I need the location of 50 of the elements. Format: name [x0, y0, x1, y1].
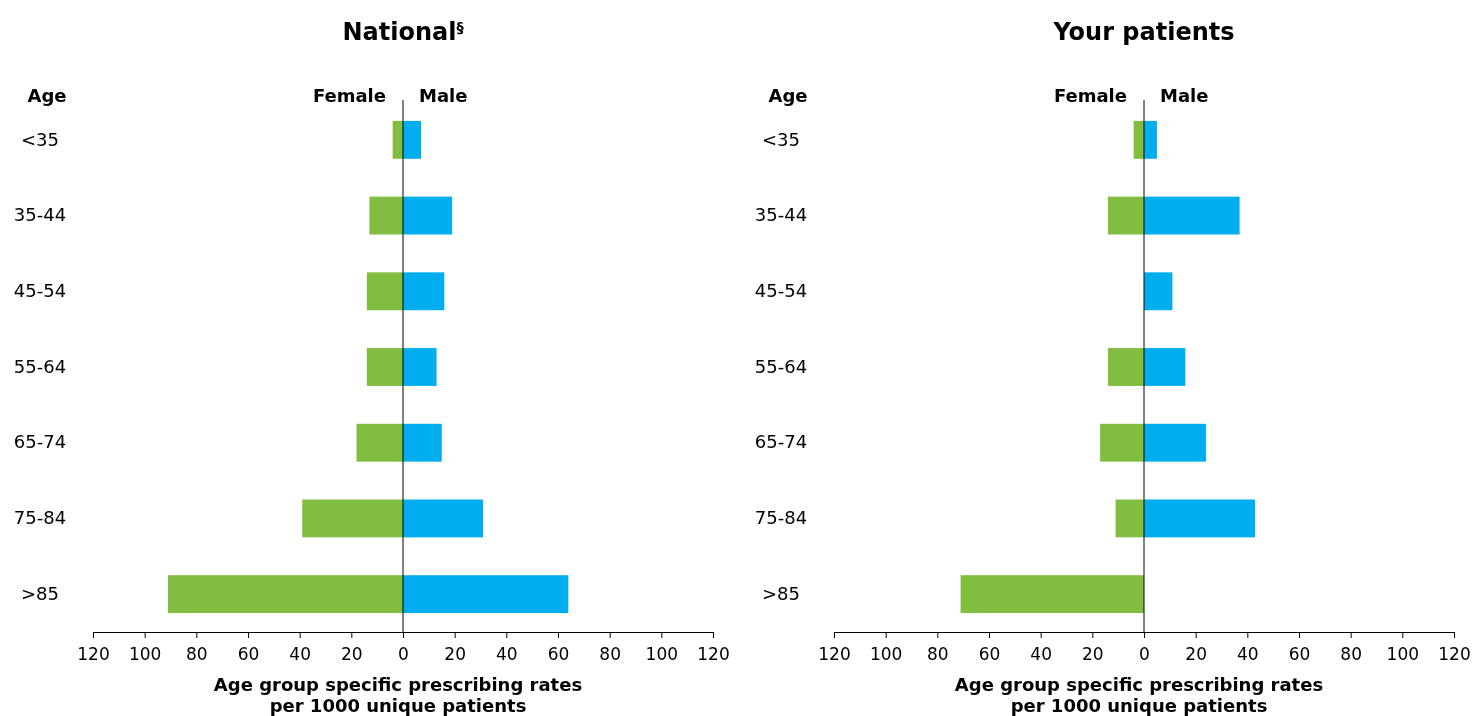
- x-tick-label: 20: [1185, 643, 1207, 664]
- x-tick-label: 20: [1082, 643, 1104, 664]
- x-tick-label: 120: [697, 643, 730, 664]
- x-tick-label: 100: [128, 643, 162, 664]
- y-tick-label: >85: [21, 582, 59, 604]
- x-tick-label: 20: [444, 643, 466, 664]
- y-tick-label: 55-64: [754, 355, 808, 377]
- chart-title: National$^{§}$: [342, 18, 465, 46]
- x-tick-label: 40: [1030, 643, 1052, 664]
- y-tick-label: 35-44: [754, 204, 808, 226]
- y-tick-label: <35: [21, 128, 59, 150]
- x-tick-label: 0: [1139, 643, 1150, 664]
- x-tick-label: 80: [927, 643, 949, 664]
- chart-title: Your patients: [1052, 18, 1235, 46]
- x-tick-label: 40: [496, 643, 518, 664]
- x-tick-label: 120: [1438, 643, 1471, 664]
- series-label: Male: [1160, 85, 1209, 106]
- y-tick-label: 75-84: [13, 507, 67, 529]
- series-label: Male: [419, 85, 468, 106]
- y-tick-label: 45-54: [754, 280, 808, 302]
- y-tick-label: 65-74: [13, 431, 67, 453]
- series-label: Female: [1053, 85, 1127, 106]
- x-tick-label: 120: [818, 643, 851, 664]
- y-tick-label: 45-54: [13, 280, 67, 302]
- y-tick-label: <35: [762, 128, 800, 150]
- x-tick-label: 100: [645, 643, 679, 664]
- y-axis-title: Age: [768, 85, 808, 106]
- y-axis-title: Age: [27, 85, 67, 106]
- x-axis-title: Age group specific prescribing rates per 1000 unique patients: [954, 674, 1324, 716]
- y-tick-label: 55-64: [13, 355, 67, 377]
- y-tick-label: 65-74: [754, 431, 808, 453]
- x-tick-label: 100: [1386, 643, 1420, 664]
- x-tick-label: 100: [869, 643, 903, 664]
- y-tick-label: 35-44: [13, 204, 67, 226]
- x-tick-label: 60: [978, 643, 1001, 664]
- x-tick-label: 80: [599, 643, 621, 664]
- x-tick-label: 120: [77, 643, 110, 664]
- x-tick-label: 80: [1340, 643, 1362, 664]
- x-tick-label: 20: [341, 643, 363, 664]
- x-tick-label: 60: [237, 643, 260, 664]
- x-tick-label: 60: [1288, 643, 1311, 664]
- series-label: Female: [312, 85, 386, 106]
- y-tick-label: >85: [762, 582, 800, 604]
- x-tick-label: 0: [398, 643, 409, 664]
- y-tick-label: 75-84: [754, 507, 808, 529]
- x-tick-label: 40: [289, 643, 311, 664]
- x-tick-label: 60: [547, 643, 570, 664]
- x-tick-label: 40: [1237, 643, 1259, 664]
- x-tick-label: 80: [186, 643, 208, 664]
- x-axis-title: Age group specific prescribing rates per 1000 unique patients: [213, 674, 583, 716]
